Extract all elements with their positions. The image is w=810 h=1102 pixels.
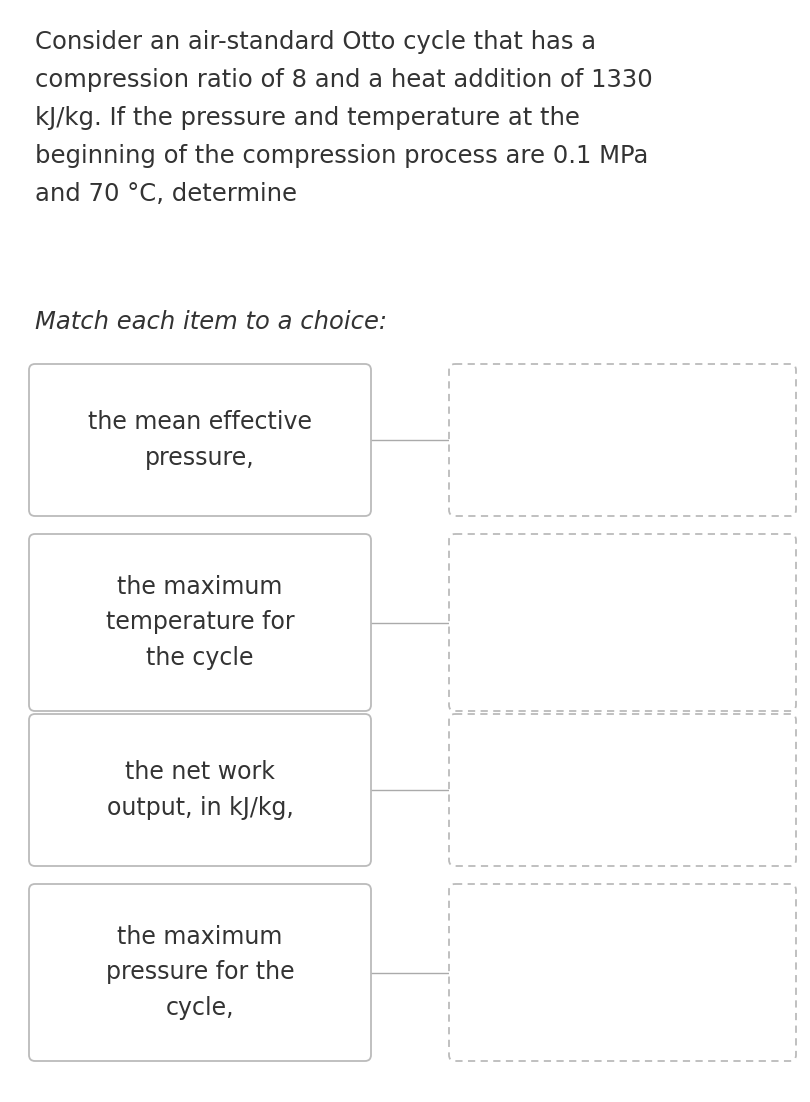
Text: Match each item to a choice:: Match each item to a choice: (35, 310, 387, 334)
FancyBboxPatch shape (29, 884, 371, 1061)
FancyBboxPatch shape (29, 534, 371, 711)
FancyBboxPatch shape (449, 714, 796, 866)
Text: compression ratio of 8 and a heat addition of 1330: compression ratio of 8 and a heat additi… (35, 68, 653, 91)
FancyBboxPatch shape (449, 364, 796, 516)
Text: the mean effective
pressure,: the mean effective pressure, (88, 410, 312, 469)
FancyBboxPatch shape (449, 884, 796, 1061)
FancyBboxPatch shape (29, 364, 371, 516)
Text: kJ/kg. If the pressure and temperature at the: kJ/kg. If the pressure and temperature a… (35, 106, 580, 130)
Text: Consider an air-standard Otto cycle that has a: Consider an air-standard Otto cycle that… (35, 30, 596, 54)
Text: and 70 °C, determine: and 70 °C, determine (35, 182, 297, 206)
Text: the maximum
temperature for
the cycle: the maximum temperature for the cycle (105, 575, 294, 670)
Text: beginning of the compression process are 0.1 MPa: beginning of the compression process are… (35, 144, 648, 168)
Text: the net work
output, in kJ/kg,: the net work output, in kJ/kg, (107, 760, 293, 820)
FancyBboxPatch shape (449, 534, 796, 711)
FancyBboxPatch shape (29, 714, 371, 866)
Text: the maximum
pressure for the
cycle,: the maximum pressure for the cycle, (105, 925, 294, 1019)
